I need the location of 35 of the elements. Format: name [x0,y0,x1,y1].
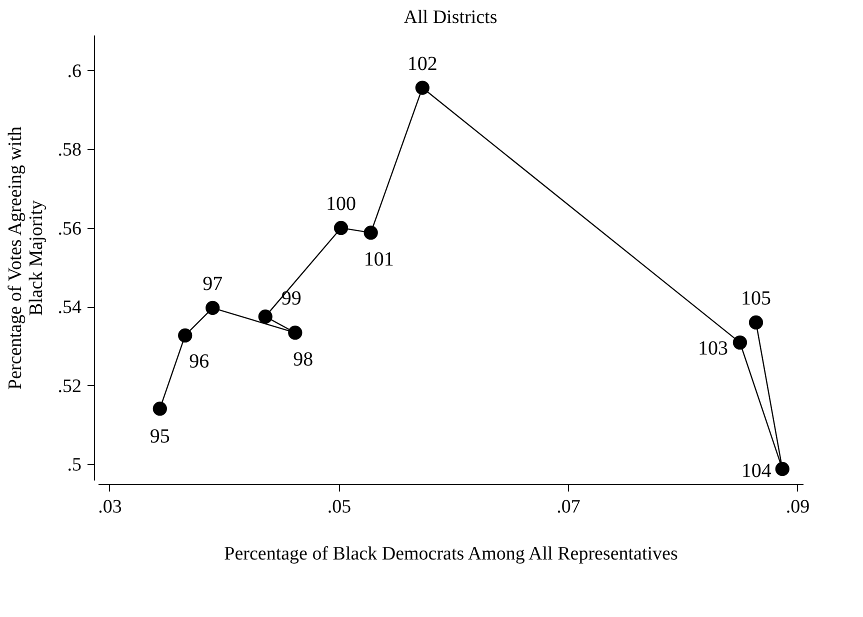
annotation: 100 [326,192,356,215]
x-axis-title: Percentage of Black Democrats Among All Representatives [224,544,678,564]
point [334,220,348,236]
y-axis-title: Percentage of Votes Agreeing with Black Majority [4,126,47,390]
point [288,326,302,340]
annotation: 101 [364,248,394,271]
y-tick-label: .54 [58,297,82,318]
annotation: 99 [281,288,302,310]
y-tick-label: .52 [58,376,82,397]
annotation: 95 [150,426,170,448]
x-tick-label: .03 [98,496,122,518]
x-tick-label: .05 [327,496,352,518]
annotation: 105 [741,287,771,310]
annotation: 102 [407,52,438,75]
point [178,328,192,343]
chart-title: All Districts [404,7,498,28]
point [748,315,764,330]
annotation: 103 [698,338,728,360]
y-tick-label: .58 [58,140,82,161]
point [732,336,748,350]
annotation: 98 [293,348,314,371]
point [364,226,378,240]
annotation: 96 [189,350,210,372]
y-tick-label: .6 [67,60,82,82]
annotation: 104 [741,460,772,482]
point [152,402,167,416]
x-tick-label: .07 [556,496,580,518]
x-tick-label: .09 [786,496,810,518]
point [206,300,220,315]
point [775,462,790,476]
y-tick-label: .56 [58,218,82,240]
y-tick-label: .5 [67,454,82,476]
point [415,80,430,95]
point [258,310,272,324]
annotation: 97 [202,272,223,295]
